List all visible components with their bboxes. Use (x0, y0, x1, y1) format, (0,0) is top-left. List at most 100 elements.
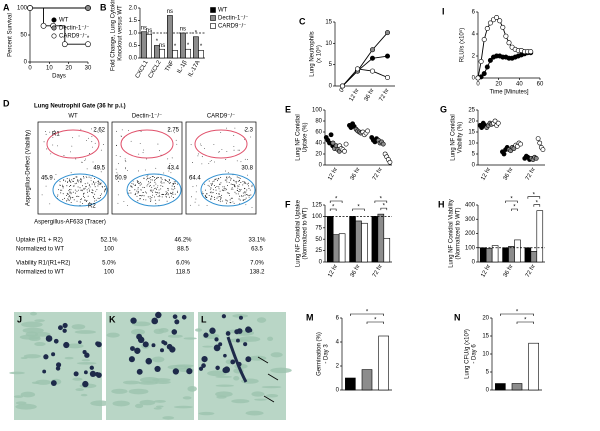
conidium (50, 380, 57, 387)
event-dot (85, 158, 86, 160)
event-dot (201, 156, 203, 158)
series-marker (481, 71, 487, 77)
event-dot (218, 193, 220, 195)
event-dot (234, 127, 236, 129)
event-dot (169, 162, 171, 164)
data-point (535, 136, 541, 141)
event-dot (216, 186, 218, 188)
panel-letter: K (109, 314, 116, 324)
significance-label: * (174, 44, 177, 50)
series-marker (369, 47, 375, 53)
event-dot (70, 193, 72, 195)
event-dot (123, 201, 125, 202)
y-tick-label: 10 (468, 141, 475, 147)
event-dot (225, 200, 227, 202)
significance-label: * (383, 204, 386, 210)
panel-letter: J (17, 314, 22, 324)
event-dot (143, 199, 145, 201)
event-dot (230, 197, 232, 199)
tissue-fiber (90, 400, 111, 407)
table-cell: 88.5 (177, 247, 189, 253)
series-marker (494, 15, 500, 21)
gate-label: R2 (88, 204, 96, 210)
tissue-fiber (64, 356, 74, 360)
event-dot (81, 178, 82, 180)
event-dot (115, 168, 117, 170)
event-dot (80, 179, 82, 181)
tissue-fiber (111, 388, 128, 394)
event-dot (79, 204, 81, 206)
y-axis-label: Lung Neutrophils (310, 31, 316, 76)
event-dot (172, 183, 174, 185)
tissue-fiber (233, 376, 240, 381)
event-dot (246, 189, 248, 191)
event-dot (238, 179, 240, 181)
data-point (342, 148, 347, 154)
event-dot (127, 169, 128, 171)
event-dot (70, 185, 72, 186)
event-dot (95, 131, 97, 132)
legend-marker (210, 7, 216, 13)
x-tick-label: 20 (65, 66, 72, 72)
y-tick-label: 15 (468, 130, 475, 136)
event-dot (210, 197, 212, 199)
y-tick-label: 50 (315, 237, 322, 243)
conidium (82, 380, 89, 388)
event-dot (236, 176, 238, 178)
conidium (160, 348, 164, 353)
bar (514, 239, 521, 263)
event-dot (219, 183, 221, 185)
event-dot (69, 191, 71, 193)
conidium (201, 355, 208, 363)
event-dot (120, 136, 122, 138)
event-dot (130, 185, 132, 187)
conidium (89, 370, 97, 378)
y-tick-label: 20 (315, 152, 322, 158)
event-dot (233, 149, 235, 151)
event-dot (244, 138, 245, 140)
event-dot (211, 183, 213, 185)
tissue-fiber (194, 328, 203, 332)
event-dot (76, 200, 78, 202)
event-dot (93, 181, 94, 183)
conidium (172, 314, 178, 319)
tissue-fiber (187, 385, 197, 392)
data-point (380, 141, 386, 147)
event-dot (134, 194, 136, 196)
event-dot (81, 198, 83, 200)
event-dot (208, 180, 210, 182)
event-dot (83, 192, 84, 194)
bar (345, 377, 356, 391)
tissue-fiber (215, 375, 232, 378)
event-dot (214, 161, 215, 163)
tissue-fiber (173, 405, 194, 409)
event-dot (64, 197, 66, 199)
y-tick-label: 5 (472, 152, 476, 158)
event-dot (80, 181, 82, 183)
conidium (89, 365, 94, 370)
y-tick-label: 0 (329, 84, 333, 90)
event-dot (230, 179, 232, 181)
event-dot (67, 198, 69, 200)
event-dot (140, 195, 142, 196)
event-dot (75, 158, 77, 160)
x-axis-label: Days (52, 74, 66, 80)
event-dot (146, 158, 147, 160)
event-dot (91, 141, 93, 143)
bar (349, 216, 356, 263)
event-dot (218, 188, 220, 190)
event-dot (238, 177, 240, 179)
data-point (328, 132, 334, 138)
significance-label: ns (167, 9, 173, 15)
event-dot (150, 189, 152, 191)
event-dot (75, 176, 77, 178)
event-dot (151, 190, 153, 192)
tissue-fiber (270, 367, 292, 374)
event-dot (78, 135, 80, 137)
event-dot (71, 145, 73, 147)
event-dot (220, 182, 222, 184)
event-dot (143, 149, 145, 151)
conidium (222, 367, 229, 374)
tissue-fiber (122, 380, 141, 385)
event-dot (202, 191, 204, 193)
